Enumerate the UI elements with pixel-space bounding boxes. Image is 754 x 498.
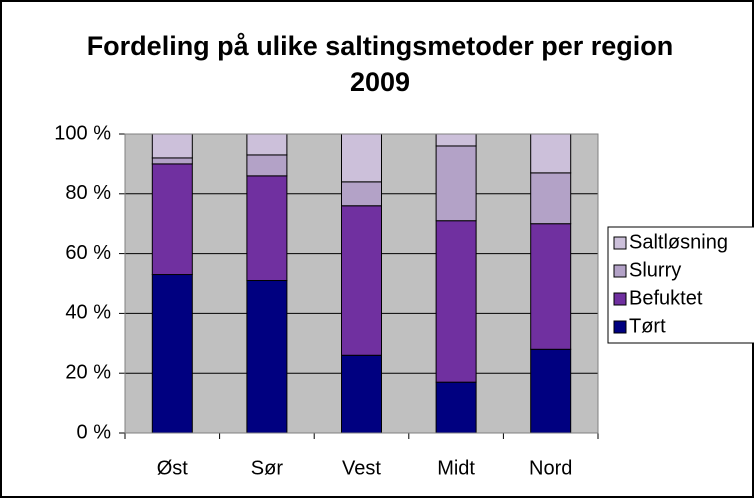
title-line: Fordeling på ulike saltingsmetoder per r… bbox=[87, 31, 674, 61]
chart-title: Fordeling på ulike saltingsmetoder per r… bbox=[87, 31, 674, 97]
bar-segment bbox=[530, 223, 572, 350]
bar-segment bbox=[530, 172, 572, 225]
legend-swatch bbox=[613, 292, 627, 306]
legend-swatch bbox=[613, 264, 627, 278]
bar-segment bbox=[246, 280, 288, 434]
bar-segment bbox=[246, 175, 288, 282]
bar-segment bbox=[246, 133, 288, 156]
bar-segment bbox=[341, 354, 382, 434]
bar-segment bbox=[435, 133, 477, 147]
bar-segment bbox=[246, 154, 288, 177]
legend-swatch bbox=[613, 320, 627, 334]
bar-segment bbox=[435, 145, 477, 222]
bar-segment bbox=[435, 220, 477, 383]
y-tick-label: 60 % bbox=[65, 242, 111, 264]
x-tick-label: Nord bbox=[529, 457, 572, 479]
bar-segment bbox=[151, 133, 193, 159]
title-line: 2009 bbox=[350, 67, 410, 97]
bar-segment bbox=[530, 133, 572, 174]
bar-segment bbox=[530, 348, 572, 434]
x-tick-label: Øst bbox=[157, 457, 189, 479]
x-tick-label: Midt bbox=[437, 457, 475, 479]
legend-label: Slurry bbox=[629, 259, 681, 281]
legend-label: Befuktet bbox=[629, 287, 703, 309]
legend-box bbox=[607, 226, 754, 344]
bar-segment bbox=[341, 205, 382, 356]
bar-segment bbox=[341, 133, 382, 183]
x-tick-label: Vest bbox=[342, 457, 381, 479]
bar-segment bbox=[341, 181, 382, 207]
y-tick-label: 100 % bbox=[54, 122, 111, 144]
bar-segment bbox=[435, 381, 477, 434]
plot-border bbox=[124, 133, 599, 434]
legend-label: Tørt bbox=[629, 315, 666, 337]
bar-segment bbox=[151, 157, 193, 165]
legend-label: Saltløsning bbox=[629, 231, 728, 253]
y-tick-label: 40 % bbox=[65, 302, 111, 324]
bar-segment bbox=[151, 163, 193, 276]
legend-swatch bbox=[613, 236, 627, 250]
y-tick-label: 20 % bbox=[65, 361, 111, 383]
y-tick-label: 80 % bbox=[65, 182, 111, 204]
bar-segment bbox=[151, 274, 193, 434]
y-tick-label: 0 % bbox=[77, 421, 112, 443]
x-tick-label: Sør bbox=[251, 457, 284, 479]
